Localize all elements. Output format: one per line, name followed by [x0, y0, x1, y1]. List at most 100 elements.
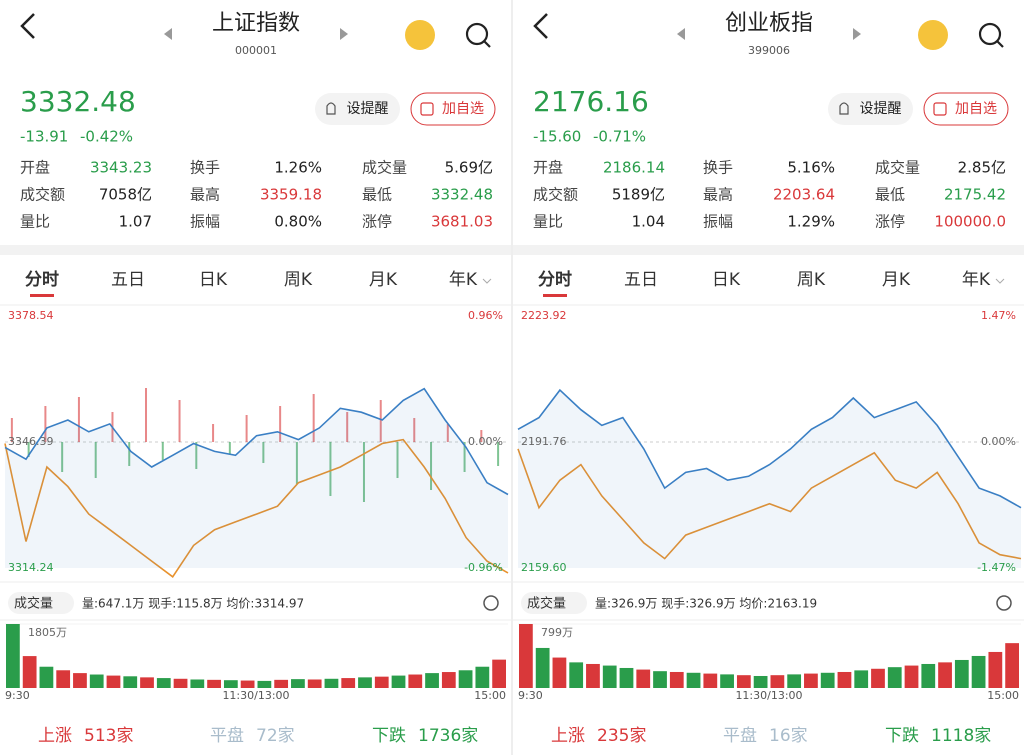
- breadth-bar: [379, 400, 382, 442]
- footer-label: 平盘: [210, 726, 244, 746]
- volume-pill[interactable]: [521, 592, 587, 614]
- volume-bar: [854, 670, 869, 688]
- breadth-bar: [480, 430, 483, 442]
- volume-bar: [1005, 643, 1019, 688]
- index-code: 000001: [235, 44, 277, 57]
- price-line: [4, 387, 509, 496]
- pct-label: 0.00%: [981, 435, 1016, 448]
- settings-icon[interactable]: [483, 595, 499, 611]
- volume-bar: [753, 675, 768, 688]
- pct-label: 0.00%: [468, 435, 503, 448]
- footer-label: 平盘: [723, 726, 757, 746]
- next-arrow[interactable]: [853, 28, 861, 40]
- volume-bar: [6, 624, 20, 688]
- volume-bar: [408, 674, 423, 688]
- stat-value: 1.04: [632, 213, 665, 231]
- button-label: 设提醒: [347, 101, 389, 117]
- volume-bar: [425, 673, 439, 688]
- tab[interactable]: 五日: [624, 270, 658, 290]
- volume-bar: [586, 663, 600, 688]
- time-label: 9:30: [518, 689, 543, 702]
- volume-pill[interactable]: [8, 592, 74, 614]
- volume-bar: [703, 673, 718, 688]
- button[interactable]: [923, 92, 1009, 126]
- tab[interactable]: 分时: [538, 270, 572, 290]
- search-icon[interactable]: [978, 22, 1002, 46]
- volume-bar: [988, 651, 1003, 688]
- tab[interactable]: 年K: [449, 270, 478, 290]
- stat-label: 最高: [703, 186, 733, 204]
- bell-icon: [839, 102, 849, 115]
- tab-chevron: [482, 278, 492, 284]
- tab[interactable]: 年K: [962, 270, 991, 290]
- footer-label: 下跌: [372, 726, 406, 746]
- stat-value: 5189亿: [612, 186, 665, 204]
- volume-bar: [173, 678, 188, 688]
- stat-label: 成交额: [533, 186, 578, 204]
- tab[interactable]: 周K: [284, 270, 313, 290]
- volume-bar: [921, 663, 936, 688]
- stat-label: 成交量: [362, 159, 407, 177]
- tab[interactable]: 日K: [199, 270, 228, 290]
- tab[interactable]: 周K: [797, 270, 826, 290]
- mascot-icon[interactable]: [405, 20, 435, 50]
- stat-label: 振幅: [190, 213, 220, 231]
- volume-bar: [257, 680, 272, 688]
- stat-value: 5.69亿: [445, 159, 493, 177]
- prev-arrow[interactable]: [677, 28, 685, 40]
- stat-label: 量比: [20, 213, 50, 231]
- button[interactable]: [315, 93, 400, 125]
- tab-underline: [543, 294, 567, 297]
- breadth-bar: [346, 412, 349, 442]
- plus-icon: [420, 102, 434, 116]
- breadth-bar: [27, 442, 30, 457]
- volume-bar: [871, 668, 885, 688]
- button-label: 加自选: [955, 101, 997, 117]
- volume-bar: [123, 676, 138, 688]
- change: -13.91: [20, 128, 68, 146]
- tab[interactable]: 日K: [712, 270, 741, 290]
- button-label: 设提醒: [860, 101, 902, 117]
- tab[interactable]: 月K: [882, 270, 911, 290]
- y-tick-label: 2159.60: [521, 561, 567, 574]
- search-icon[interactable]: [465, 22, 489, 46]
- tab[interactable]: 分时: [25, 270, 59, 290]
- footer-value: 1736家: [418, 726, 478, 746]
- stat-label: 最低: [875, 186, 905, 204]
- breadth-bar: [279, 406, 282, 442]
- settings-icon[interactable]: [996, 595, 1012, 611]
- volume-bar: [341, 678, 356, 688]
- prev-arrow[interactable]: [164, 28, 172, 40]
- button[interactable]: [410, 92, 496, 126]
- breadth-bar: [10, 418, 13, 442]
- button[interactable]: [828, 93, 913, 125]
- stat-value: 2.85亿: [958, 159, 1006, 177]
- tab[interactable]: 月K: [369, 270, 398, 290]
- price: 3332.48: [20, 85, 136, 118]
- breadth-bar: [396, 442, 399, 478]
- search-handle: [996, 40, 1004, 48]
- time-label: 15:00: [474, 689, 506, 702]
- volume-bar: [736, 675, 751, 688]
- pct-label: -0.96%: [464, 561, 503, 574]
- volume-bar: [73, 673, 87, 688]
- footer-value: 1118家: [931, 726, 991, 746]
- y-tick-label: 3314.24: [8, 561, 54, 574]
- volume-bar: [492, 659, 506, 688]
- next-arrow[interactable]: [340, 28, 348, 40]
- stat-label: 最低: [362, 186, 392, 204]
- breadth-bar: [413, 418, 416, 442]
- pct-label: -1.47%: [977, 561, 1016, 574]
- volume-bar: [569, 662, 584, 688]
- tab[interactable]: 五日: [111, 270, 145, 290]
- footer-value: 513家: [84, 726, 133, 746]
- volume-bar: [619, 667, 634, 688]
- stat-label: 开盘: [20, 159, 50, 177]
- mascot-icon[interactable]: [918, 20, 948, 50]
- back-button[interactable]: [20, 13, 35, 39]
- time-label: 9:30: [5, 689, 30, 702]
- back-button[interactable]: [533, 13, 548, 39]
